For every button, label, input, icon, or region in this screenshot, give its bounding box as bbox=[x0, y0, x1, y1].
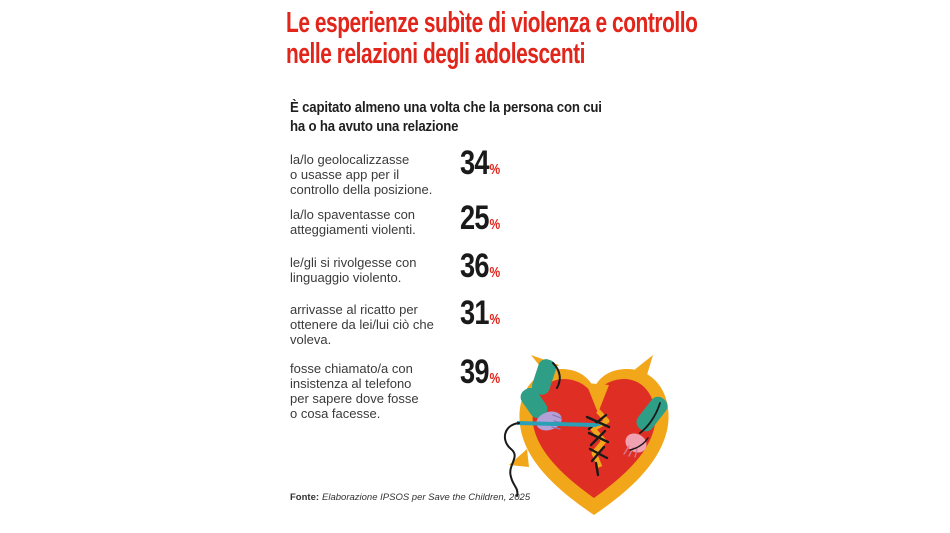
source-prefix: Fonte: bbox=[290, 492, 320, 503]
question-subtitle: È capitato almeno una volta che la perso… bbox=[290, 99, 602, 135]
right-arm bbox=[623, 396, 668, 458]
percent-sign: % bbox=[489, 264, 501, 281]
needle-icon bbox=[517, 421, 602, 427]
stat-row-violent-language: le/gli si rivolgesse con linguaggio viol… bbox=[290, 249, 700, 319]
broken-heart-illustration bbox=[497, 345, 692, 525]
stat-value: 36% bbox=[460, 249, 500, 283]
stat-row-insistent-calls: fosse chiamato/a con insistenza al telef… bbox=[290, 355, 700, 425]
percent-sign: % bbox=[489, 311, 501, 328]
stat-label: fosse chiamato/a con insistenza al telef… bbox=[290, 361, 419, 421]
stat-value: 34% bbox=[460, 146, 500, 180]
stat-row-geolocation: la/lo geolocalizzasse o usasse app per i… bbox=[290, 146, 700, 216]
source-text: Elaborazione IPSOS per Save the Children… bbox=[322, 492, 531, 503]
stat-label: arrivasse al ricatto per ottenere da lei… bbox=[290, 302, 434, 347]
stat-number: 36 bbox=[460, 247, 489, 285]
stat-number: 31 bbox=[460, 294, 489, 332]
crack bbox=[586, 383, 610, 468]
stat-number: 34 bbox=[460, 144, 489, 182]
page-title: Le esperienze subìte di violenza e contr… bbox=[286, 7, 698, 70]
percent-sign: % bbox=[489, 216, 501, 233]
stat-value: 25% bbox=[460, 201, 500, 235]
percent-sign: % bbox=[489, 161, 501, 178]
stat-row-violent-behaviour: la/lo spaventasse con atteggiamenti viol… bbox=[290, 201, 700, 271]
stat-label: le/gli si rivolgesse con linguaggio viol… bbox=[290, 255, 417, 285]
broken-heart-icon bbox=[503, 355, 669, 515]
stat-row-blackmail: arrivasse al ricatto per ottenere da lei… bbox=[290, 296, 700, 366]
percent-sign: % bbox=[489, 370, 501, 387]
stat-label: la/lo spaventasse con atteggiamenti viol… bbox=[290, 207, 416, 237]
stat-number: 25 bbox=[460, 199, 489, 237]
stat-label: la/lo geolocalizzasse o usasse app per i… bbox=[290, 152, 433, 197]
stat-number: 39 bbox=[460, 353, 489, 391]
stat-value: 39% bbox=[460, 355, 500, 389]
stat-value: 31% bbox=[460, 296, 500, 330]
source-line: Fonte: Elaborazione IPSOS per Save the Ch… bbox=[290, 492, 530, 503]
heart-shape bbox=[532, 379, 656, 498]
thread bbox=[503, 422, 520, 497]
